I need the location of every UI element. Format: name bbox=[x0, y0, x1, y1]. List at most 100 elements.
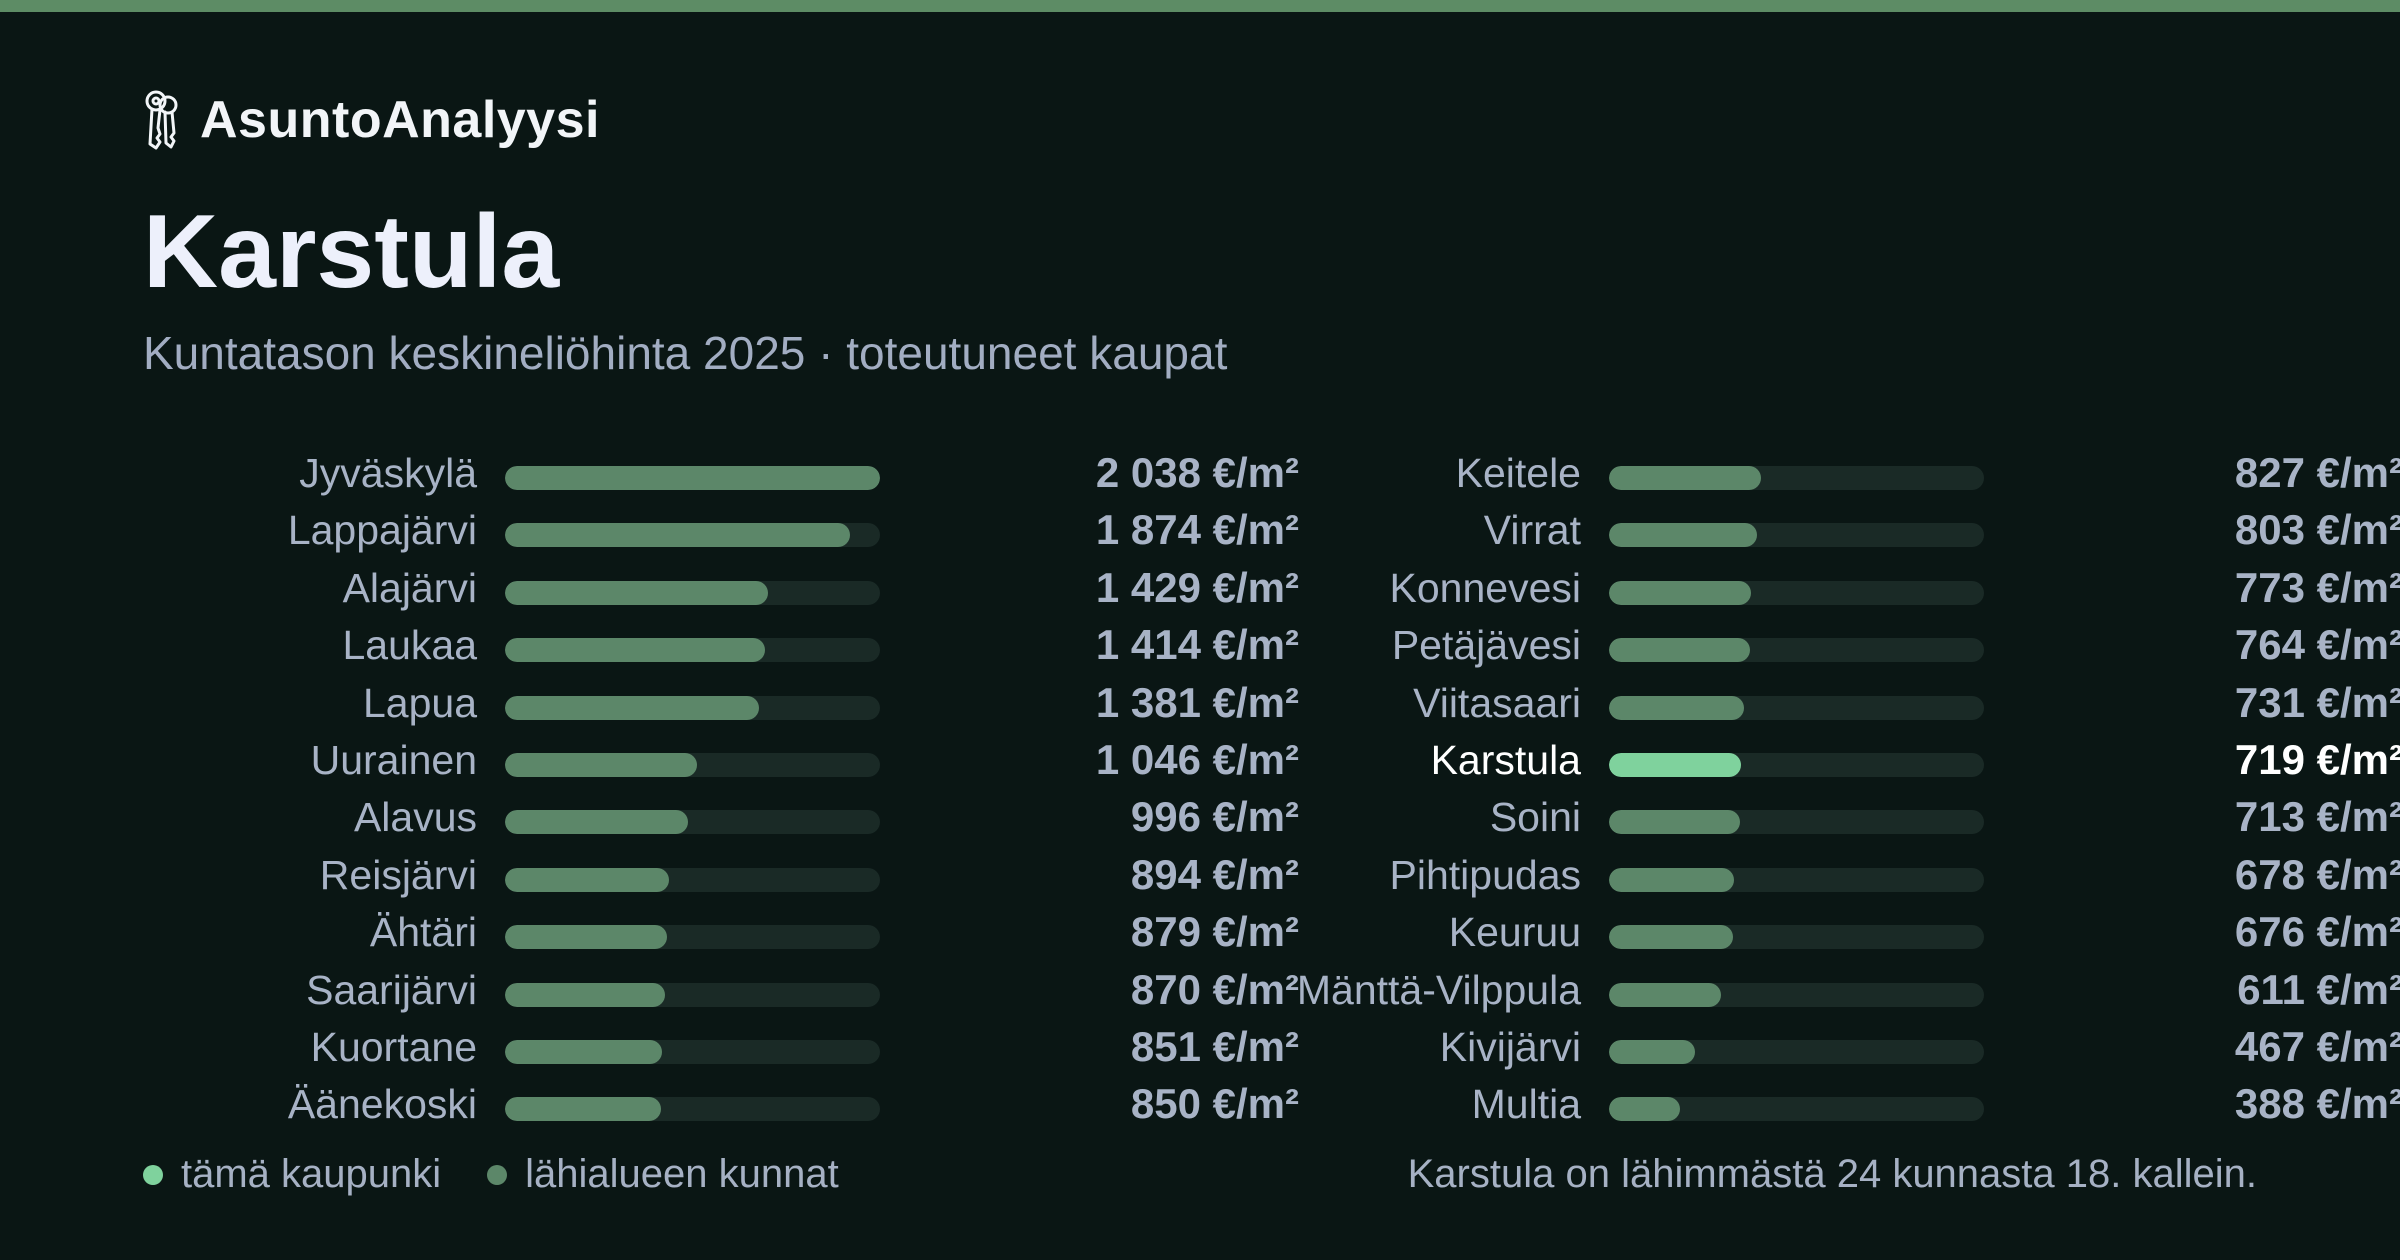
bar-track bbox=[1609, 867, 1984, 892]
bar bbox=[505, 925, 667, 950]
bar-track bbox=[1609, 752, 1984, 777]
bar-track bbox=[505, 523, 880, 548]
bar-track bbox=[1609, 810, 1984, 835]
bar-row: Ähtäri 879 €/m² bbox=[147, 905, 1299, 962]
bar-row: Petäjävesi 764 €/m² bbox=[1251, 618, 2400, 675]
legend-label-others: lähialueen kunnat bbox=[525, 1152, 839, 1196]
category-label: Virrat bbox=[1483, 507, 1581, 554]
value-label: 773 €/m² bbox=[2234, 563, 2400, 611]
legend: tämä kaupunki lähialueen kunnat bbox=[143, 1152, 885, 1197]
bar-row: Uurainen 1 046 €/m² bbox=[147, 733, 1299, 790]
bar bbox=[505, 1097, 661, 1122]
bar bbox=[1609, 695, 1744, 720]
value-label: 879 €/m² bbox=[1130, 908, 1299, 956]
bar-track bbox=[505, 580, 880, 605]
brand-name: AsuntoAnalyysi bbox=[200, 91, 600, 149]
category-label: Jyväskylä bbox=[299, 450, 477, 496]
bar bbox=[505, 580, 768, 605]
bar-track bbox=[505, 695, 880, 720]
bar-track bbox=[505, 466, 880, 490]
category-label: Multia bbox=[1471, 1081, 1581, 1128]
bar-track bbox=[1609, 638, 1984, 663]
legend-dot-others bbox=[487, 1164, 508, 1185]
page-subtitle: Kuntatason keskineliöhinta 2025 · toteut… bbox=[143, 327, 1228, 379]
bar-track bbox=[1609, 982, 1984, 1007]
category-label: Pihtipudas bbox=[1389, 851, 1581, 898]
bar-track bbox=[1609, 580, 1984, 605]
bar-row: Laukaa 1 414 €/m² bbox=[147, 618, 1299, 675]
bar-track bbox=[505, 925, 880, 950]
value-label: 676 €/m² bbox=[2234, 908, 2400, 956]
category-label: Keuruu bbox=[1448, 909, 1581, 956]
bar-row: Soini 713 €/m² bbox=[1251, 790, 2400, 847]
bar-track bbox=[505, 810, 880, 835]
bar bbox=[505, 810, 688, 835]
category-label: Alajärvi bbox=[342, 564, 477, 611]
rank-footnote: Karstula on lähimmästä 24 kunnasta 18. k… bbox=[1407, 1152, 2257, 1196]
bar bbox=[505, 1039, 662, 1064]
category-label: Petäjävesi bbox=[1391, 622, 1581, 669]
bar-track bbox=[1609, 695, 1984, 720]
bar-track bbox=[1609, 1039, 1984, 1064]
bar-row: Konnevesi 773 €/m² bbox=[1251, 561, 2400, 618]
bar-track bbox=[1609, 523, 1984, 548]
bar-row: Keitele 827 €/m² bbox=[1251, 446, 2400, 503]
value-label: 1 429 €/m² bbox=[1095, 563, 1299, 611]
bar bbox=[1609, 580, 1751, 605]
bar bbox=[1609, 982, 1721, 1007]
brand: AsuntoAnalyysi bbox=[140, 88, 600, 152]
value-label: 764 €/m² bbox=[2234, 621, 2400, 669]
value-label: 850 €/m² bbox=[1130, 1080, 1299, 1128]
bar-row: Alajärvi 1 429 €/m² bbox=[147, 561, 1299, 618]
bar bbox=[1609, 1097, 1680, 1122]
bar bbox=[1609, 867, 1734, 892]
value-label: 1 046 €/m² bbox=[1095, 735, 1299, 783]
category-label: Viitasaari bbox=[1413, 679, 1581, 726]
bar bbox=[505, 982, 665, 1007]
category-label: Lapua bbox=[362, 679, 477, 726]
bar-track bbox=[505, 638, 880, 663]
bar-row: Karstula 719 €/m² bbox=[1251, 733, 2400, 790]
bar-row: Reisjärvi 894 €/m² bbox=[147, 848, 1299, 905]
value-label: 678 €/m² bbox=[2234, 850, 2400, 898]
value-label: 894 €/m² bbox=[1130, 850, 1299, 898]
bar-row: Saarijärvi 870 €/m² bbox=[147, 963, 1299, 1020]
value-label: 388 €/m² bbox=[2234, 1080, 2400, 1128]
bar-row: Kuortane 851 €/m² bbox=[147, 1020, 1299, 1077]
category-label: Laukaa bbox=[342, 622, 477, 669]
keys-icon bbox=[145, 90, 178, 150]
category-label: Äänekoski bbox=[287, 1081, 477, 1128]
value-label: 2 038 €/m² bbox=[1095, 449, 1299, 496]
category-label: Karstula bbox=[1430, 736, 1581, 783]
legend-item-others: lähialueen kunnat bbox=[487, 1152, 839, 1197]
bar-track bbox=[1609, 925, 1984, 950]
value-label: 1 414 €/m² bbox=[1095, 621, 1299, 669]
legend-dot-highlight bbox=[143, 1164, 163, 1185]
legend-item-highlight: tämä kaupunki bbox=[143, 1152, 441, 1197]
legend-label-highlight: tämä kaupunki bbox=[181, 1152, 442, 1196]
bar-row: Alavus 996 €/m² bbox=[147, 790, 1299, 847]
bar-track bbox=[1609, 466, 1984, 490]
bar-row: Pihtipudas 678 €/m² bbox=[1251, 848, 2400, 905]
top-accent-bar bbox=[0, 0, 2400, 12]
category-label: Mänttä-Vilppula bbox=[1296, 966, 1581, 1013]
bar bbox=[1609, 638, 1750, 663]
category-label: Uurainen bbox=[310, 736, 477, 783]
value-label: 713 €/m² bbox=[2234, 793, 2400, 841]
category-label: Kuortane bbox=[310, 1023, 477, 1070]
category-label: Soini bbox=[1489, 794, 1581, 841]
category-label: Saarijärvi bbox=[306, 966, 477, 1013]
value-label: 1 381 €/m² bbox=[1095, 678, 1299, 726]
bar bbox=[505, 523, 850, 548]
bar bbox=[1609, 523, 1757, 548]
category-label: Kivijärvi bbox=[1439, 1023, 1581, 1070]
value-label: 803 €/m² bbox=[2234, 506, 2400, 554]
bar-row: Äänekoski 850 €/m² bbox=[147, 1077, 1299, 1134]
bar bbox=[1609, 810, 1740, 835]
category-label: Reisjärvi bbox=[319, 851, 477, 898]
bar-track bbox=[505, 982, 880, 1007]
bar-row: Lapua 1 381 €/m² bbox=[147, 676, 1299, 733]
page-title: Karstula bbox=[143, 194, 560, 310]
value-label: 827 €/m² bbox=[2234, 449, 2400, 496]
value-label: 870 €/m² bbox=[1130, 965, 1299, 1013]
